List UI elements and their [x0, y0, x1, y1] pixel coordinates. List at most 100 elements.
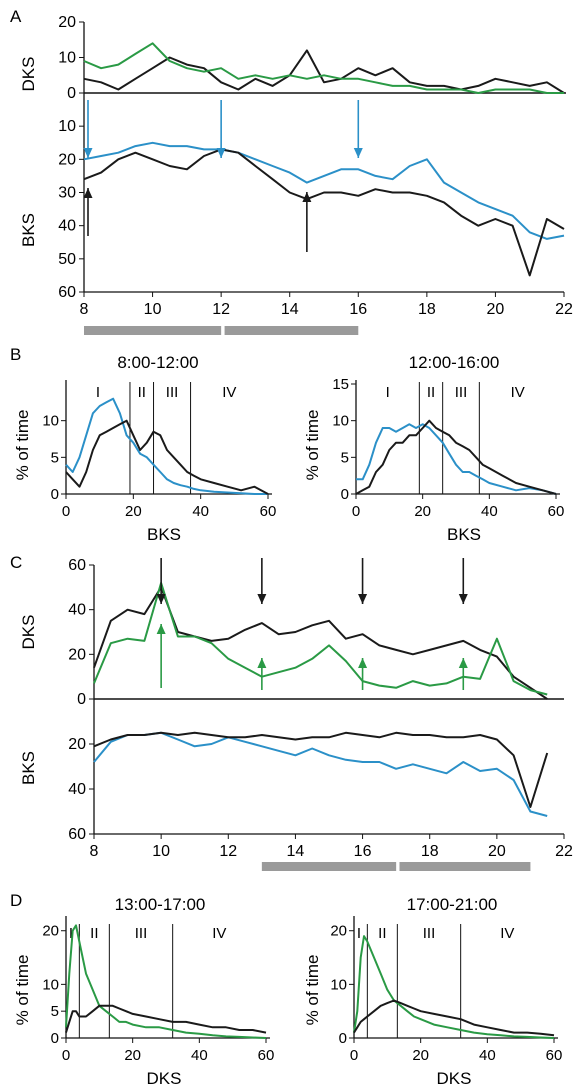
- tick-label: 22: [555, 301, 573, 318]
- tick-label: 50: [58, 251, 76, 268]
- tick-label: 18: [418, 301, 436, 318]
- region-label: I: [386, 384, 390, 401]
- tick-label: 60: [548, 503, 565, 520]
- time-window-bar: [84, 326, 222, 335]
- tick-label: 14: [287, 843, 305, 860]
- tick-label: 20: [487, 301, 505, 318]
- series-line: [65, 397, 268, 495]
- tick-label: 5: [341, 449, 349, 466]
- axis-label: DKS: [19, 57, 38, 92]
- series-line: [65, 1004, 267, 1034]
- region-label: II: [138, 384, 146, 401]
- series-line: [65, 419, 269, 495]
- axis-label: BKS: [147, 525, 181, 544]
- tick-label: 10: [144, 301, 162, 318]
- arrow-head: [358, 658, 368, 668]
- tick-label: 20: [68, 646, 86, 663]
- region-label: III: [423, 925, 436, 942]
- series-line: [93, 731, 548, 817]
- tick-label: 15: [332, 376, 349, 393]
- series-line: [93, 586, 548, 700]
- arrow-head: [458, 658, 468, 668]
- region-label: IV: [511, 384, 525, 401]
- tick-label: 14: [281, 301, 299, 318]
- tick-label: 16: [349, 301, 367, 318]
- arrow-head: [83, 188, 93, 198]
- axis-label: BKS: [19, 213, 38, 247]
- tick-label: 20: [124, 1047, 141, 1064]
- axis-label: % of time: [303, 955, 322, 1026]
- region-label: III: [166, 384, 179, 401]
- arrow-head: [156, 624, 166, 634]
- arrow-head: [257, 594, 267, 604]
- tick-label: 10: [58, 50, 76, 67]
- series-line: [353, 999, 555, 1037]
- region-label: I: [357, 925, 361, 942]
- axis-label: % of time: [303, 410, 322, 481]
- series-line: [65, 924, 267, 1039]
- tick-label: 20: [412, 1047, 429, 1064]
- tick-label: 5: [51, 1003, 59, 1020]
- arrow-head: [458, 594, 468, 604]
- tick-label: 60: [58, 284, 76, 301]
- tick-label: 0: [350, 1047, 358, 1064]
- tick-label: 12: [219, 843, 237, 860]
- tick-label: 10: [42, 413, 59, 430]
- tick-label: 60: [258, 1047, 275, 1064]
- tick-label: 40: [68, 602, 86, 619]
- axis-label: DKS: [437, 1069, 472, 1088]
- tick-label: 10: [42, 976, 59, 993]
- subplot-title: 8:00-12:00: [117, 353, 198, 372]
- time-window-bar: [399, 862, 531, 871]
- tick-label: 20: [58, 151, 76, 168]
- tick-label: 40: [68, 781, 86, 798]
- tick-label: 30: [58, 185, 76, 202]
- region-label: I: [96, 384, 100, 401]
- panel-label: D: [10, 891, 22, 910]
- axis-label: DKS: [19, 615, 38, 650]
- region-label: II: [90, 925, 98, 942]
- tick-label: 8: [80, 301, 89, 318]
- axis-label: % of time: [13, 955, 32, 1026]
- series-line: [83, 42, 564, 94]
- tick-label: 20: [68, 736, 86, 753]
- tick-label: 60: [68, 826, 86, 843]
- tick-label: 0: [77, 691, 86, 708]
- region-label: III: [135, 925, 148, 942]
- tick-label: 40: [191, 1047, 208, 1064]
- arrow-head: [216, 148, 226, 158]
- tick-label: 60: [260, 503, 277, 520]
- tick-label: 20: [414, 503, 431, 520]
- tick-label: 60: [68, 557, 86, 574]
- tick-label: 20: [58, 14, 76, 31]
- series-line: [353, 935, 555, 1039]
- tick-label: 40: [479, 1047, 496, 1064]
- region-label: III: [455, 384, 468, 401]
- tick-label: 5: [51, 449, 59, 466]
- arrow-head: [358, 594, 368, 604]
- tick-label: 22: [555, 843, 573, 860]
- tick-label: 20: [42, 923, 59, 940]
- region-label: I: [69, 925, 73, 942]
- subplot-title: 17:00-21:00: [407, 895, 498, 914]
- arrow-head: [156, 594, 166, 604]
- tick-label: 10: [152, 843, 170, 860]
- tick-label: 16: [354, 843, 372, 860]
- arrow-head: [302, 192, 312, 202]
- arrow-head: [353, 148, 363, 158]
- tick-label: 18: [421, 843, 439, 860]
- tick-label: 0: [62, 503, 70, 520]
- region-label: IV: [500, 925, 514, 942]
- tick-label: 60: [546, 1047, 563, 1064]
- tick-label: 0: [67, 85, 76, 102]
- tick-label: 12: [212, 301, 230, 318]
- axis-label: % of time: [13, 410, 32, 481]
- series-line: [83, 49, 565, 94]
- axis-label: BKS: [19, 751, 38, 785]
- tick-label: 0: [62, 1047, 70, 1064]
- tick-label: 10: [58, 118, 76, 135]
- tick-label: 0: [341, 486, 349, 503]
- subplot-title: 12:00-16:00: [409, 353, 500, 372]
- series-line: [83, 141, 565, 240]
